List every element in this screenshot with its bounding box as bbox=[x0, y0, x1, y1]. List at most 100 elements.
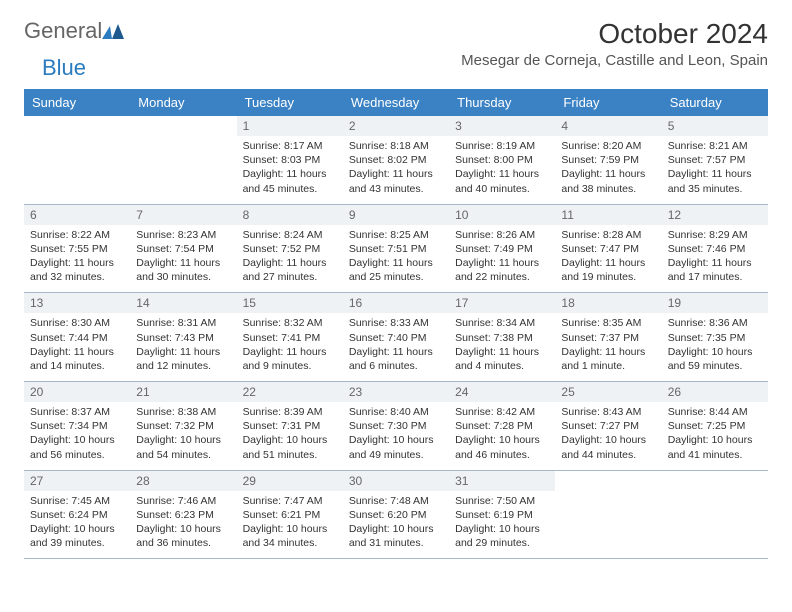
day-number-cell: 6 bbox=[24, 204, 130, 225]
daylight-text-2: and 40 minutes. bbox=[455, 182, 549, 196]
day-info-cell: Sunrise: 7:50 AMSunset: 6:19 PMDaylight:… bbox=[449, 491, 555, 559]
day-number-cell: 1 bbox=[237, 116, 343, 136]
daylight-text-1: Daylight: 10 hours bbox=[455, 433, 549, 447]
daylight-text-2: and 36 minutes. bbox=[136, 536, 230, 550]
sunset-text: Sunset: 7:52 PM bbox=[243, 242, 337, 256]
daylight-text-1: Daylight: 10 hours bbox=[349, 522, 443, 536]
day-number-cell: 15 bbox=[237, 293, 343, 314]
sunrise-text: Sunrise: 8:44 AM bbox=[668, 405, 762, 419]
day-info-cell: Sunrise: 8:42 AMSunset: 7:28 PMDaylight:… bbox=[449, 402, 555, 470]
sunrise-text: Sunrise: 8:38 AM bbox=[136, 405, 230, 419]
day-info-cell: Sunrise: 8:32 AMSunset: 7:41 PMDaylight:… bbox=[237, 313, 343, 381]
daylight-text-2: and 22 minutes. bbox=[455, 270, 549, 284]
daylight-text-2: and 31 minutes. bbox=[349, 536, 443, 550]
daylight-text-2: and 4 minutes. bbox=[455, 359, 549, 373]
day-info-cell: Sunrise: 8:35 AMSunset: 7:37 PMDaylight:… bbox=[555, 313, 661, 381]
day-info-cell: Sunrise: 8:39 AMSunset: 7:31 PMDaylight:… bbox=[237, 402, 343, 470]
daylight-text-1: Daylight: 11 hours bbox=[455, 167, 549, 181]
sunset-text: Sunset: 7:43 PM bbox=[136, 331, 230, 345]
month-title: October 2024 bbox=[461, 18, 768, 50]
day-info-cell: Sunrise: 8:24 AMSunset: 7:52 PMDaylight:… bbox=[237, 225, 343, 293]
sunset-text: Sunset: 6:21 PM bbox=[243, 508, 337, 522]
sunset-text: Sunset: 7:49 PM bbox=[455, 242, 549, 256]
day-number-cell: 22 bbox=[237, 382, 343, 403]
sunrise-text: Sunrise: 8:29 AM bbox=[668, 228, 762, 242]
daylight-text-2: and 25 minutes. bbox=[349, 270, 443, 284]
daylight-text-1: Daylight: 10 hours bbox=[455, 522, 549, 536]
day-info-cell: Sunrise: 8:17 AMSunset: 8:03 PMDaylight:… bbox=[237, 136, 343, 204]
day-info-cell: Sunrise: 8:21 AMSunset: 7:57 PMDaylight:… bbox=[662, 136, 768, 204]
sunset-text: Sunset: 7:27 PM bbox=[561, 419, 655, 433]
day-number-cell: 23 bbox=[343, 382, 449, 403]
day-info-cell: Sunrise: 8:19 AMSunset: 8:00 PMDaylight:… bbox=[449, 136, 555, 204]
sunset-text: Sunset: 7:35 PM bbox=[668, 331, 762, 345]
sunrise-text: Sunrise: 8:43 AM bbox=[561, 405, 655, 419]
day-number-cell: 7 bbox=[130, 204, 236, 225]
day-number-cell: 16 bbox=[343, 293, 449, 314]
sunset-text: Sunset: 7:25 PM bbox=[668, 419, 762, 433]
sunrise-text: Sunrise: 7:45 AM bbox=[30, 494, 124, 508]
day-number-cell: 24 bbox=[449, 382, 555, 403]
day-info-cell: Sunrise: 8:20 AMSunset: 7:59 PMDaylight:… bbox=[555, 136, 661, 204]
day-number-cell bbox=[24, 116, 130, 136]
sunset-text: Sunset: 7:37 PM bbox=[561, 331, 655, 345]
daylight-text-2: and 29 minutes. bbox=[455, 536, 549, 550]
daylight-text-1: Daylight: 11 hours bbox=[668, 167, 762, 181]
daylight-text-2: and 45 minutes. bbox=[243, 182, 337, 196]
day-info-cell: Sunrise: 8:40 AMSunset: 7:30 PMDaylight:… bbox=[343, 402, 449, 470]
daylight-text-2: and 35 minutes. bbox=[668, 182, 762, 196]
daylight-text-1: Daylight: 11 hours bbox=[455, 345, 549, 359]
daylight-text-1: Daylight: 11 hours bbox=[30, 345, 124, 359]
day-number-cell: 25 bbox=[555, 382, 661, 403]
daylight-text-2: and 38 minutes. bbox=[561, 182, 655, 196]
daylight-text-2: and 6 minutes. bbox=[349, 359, 443, 373]
sunrise-text: Sunrise: 8:39 AM bbox=[243, 405, 337, 419]
day-number-cell: 27 bbox=[24, 470, 130, 491]
day-info-cell: Sunrise: 8:30 AMSunset: 7:44 PMDaylight:… bbox=[24, 313, 130, 381]
day-header-row: Sunday Monday Tuesday Wednesday Thursday… bbox=[24, 89, 768, 116]
sunset-text: Sunset: 7:59 PM bbox=[561, 153, 655, 167]
sunrise-text: Sunrise: 7:48 AM bbox=[349, 494, 443, 508]
sunrise-text: Sunrise: 8:21 AM bbox=[668, 139, 762, 153]
daylight-text-1: Daylight: 10 hours bbox=[30, 433, 124, 447]
sunrise-text: Sunrise: 7:47 AM bbox=[243, 494, 337, 508]
daylight-text-1: Daylight: 10 hours bbox=[668, 345, 762, 359]
day-info-cell bbox=[555, 491, 661, 559]
calendar-body: 12345Sunrise: 8:17 AMSunset: 8:03 PMDayl… bbox=[24, 116, 768, 559]
day-number-cell: 19 bbox=[662, 293, 768, 314]
day-number-cell: 3 bbox=[449, 116, 555, 136]
sunset-text: Sunset: 7:46 PM bbox=[668, 242, 762, 256]
day-info-cell bbox=[662, 491, 768, 559]
logo-text-1: General bbox=[24, 18, 102, 44]
sunrise-text: Sunrise: 8:35 AM bbox=[561, 316, 655, 330]
sunrise-text: Sunrise: 8:34 AM bbox=[455, 316, 549, 330]
day-info-cell: Sunrise: 8:23 AMSunset: 7:54 PMDaylight:… bbox=[130, 225, 236, 293]
day-info-cell: Sunrise: 8:44 AMSunset: 7:25 PMDaylight:… bbox=[662, 402, 768, 470]
day-number-cell: 9 bbox=[343, 204, 449, 225]
sunset-text: Sunset: 6:24 PM bbox=[30, 508, 124, 522]
daylight-text-1: Daylight: 11 hours bbox=[136, 345, 230, 359]
daylight-text-2: and 54 minutes. bbox=[136, 448, 230, 462]
daylight-text-1: Daylight: 10 hours bbox=[243, 522, 337, 536]
day-info-cell: Sunrise: 8:29 AMSunset: 7:46 PMDaylight:… bbox=[662, 225, 768, 293]
day-header-sat: Saturday bbox=[662, 89, 768, 116]
day-header-fri: Friday bbox=[555, 89, 661, 116]
day-info-cell: Sunrise: 8:38 AMSunset: 7:32 PMDaylight:… bbox=[130, 402, 236, 470]
day-info-cell: Sunrise: 7:48 AMSunset: 6:20 PMDaylight:… bbox=[343, 491, 449, 559]
daylight-text-1: Daylight: 11 hours bbox=[349, 167, 443, 181]
sunrise-text: Sunrise: 8:37 AM bbox=[30, 405, 124, 419]
day-info-cell: Sunrise: 8:25 AMSunset: 7:51 PMDaylight:… bbox=[343, 225, 449, 293]
sunset-text: Sunset: 7:28 PM bbox=[455, 419, 549, 433]
daylight-text-2: and 17 minutes. bbox=[668, 270, 762, 284]
daylight-text-2: and 27 minutes. bbox=[243, 270, 337, 284]
info-row: Sunrise: 8:17 AMSunset: 8:03 PMDaylight:… bbox=[24, 136, 768, 204]
day-info-cell: Sunrise: 8:43 AMSunset: 7:27 PMDaylight:… bbox=[555, 402, 661, 470]
day-header-thu: Thursday bbox=[449, 89, 555, 116]
sunset-text: Sunset: 7:51 PM bbox=[349, 242, 443, 256]
sunrise-text: Sunrise: 8:42 AM bbox=[455, 405, 549, 419]
day-number-cell bbox=[555, 470, 661, 491]
day-number-cell: 2 bbox=[343, 116, 449, 136]
sunrise-text: Sunrise: 8:24 AM bbox=[243, 228, 337, 242]
day-info-cell: Sunrise: 8:33 AMSunset: 7:40 PMDaylight:… bbox=[343, 313, 449, 381]
day-number-cell: 26 bbox=[662, 382, 768, 403]
